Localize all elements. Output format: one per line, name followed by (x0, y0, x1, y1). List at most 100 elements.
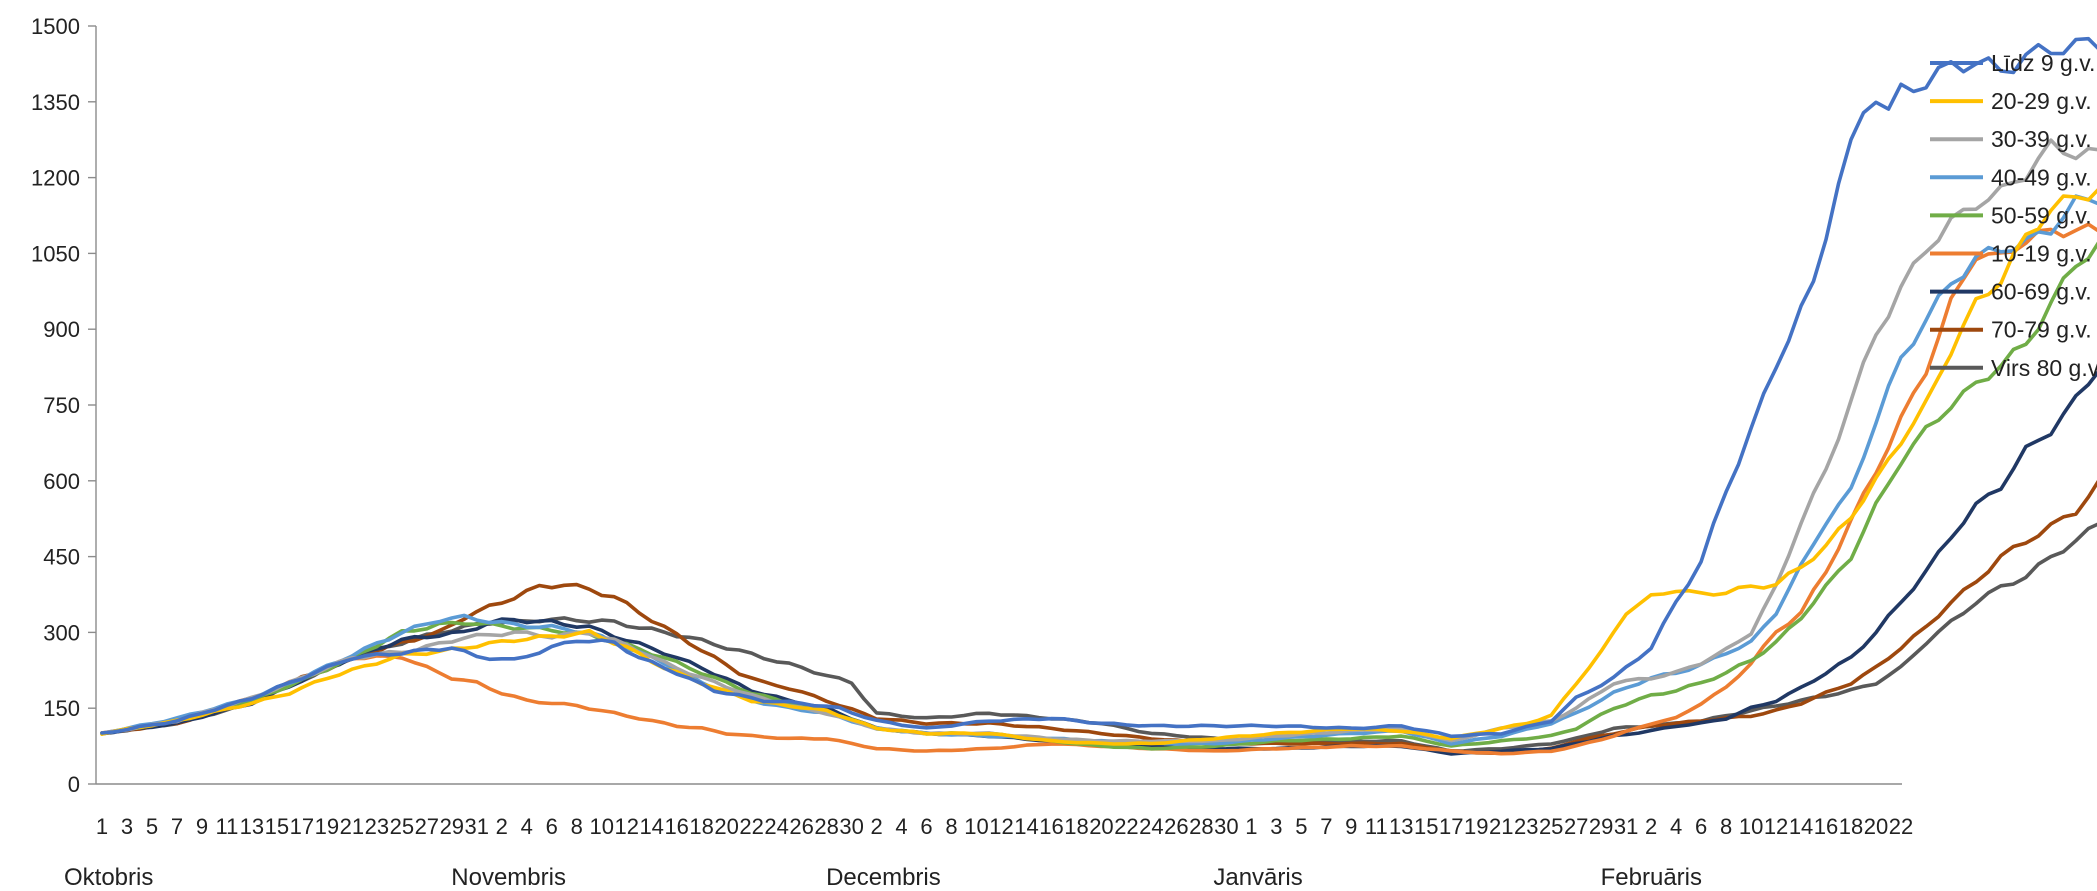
x-tick-label: 7 (171, 814, 183, 839)
x-tick-label: 2 (496, 814, 508, 839)
y-tick-label: 1200 (31, 166, 80, 191)
x-tick-label: 20 (1864, 814, 1888, 839)
x-tick-label: 14 (639, 814, 663, 839)
x-tick-label: 15 (1414, 814, 1438, 839)
legend-label: Virs 80 g.v. (1991, 355, 2097, 381)
y-tick-label: 1350 (31, 90, 80, 115)
x-tick-label: 10 (1739, 814, 1763, 839)
x-tick-label: 28 (1189, 814, 1213, 839)
x-tick-label: 31 (465, 814, 489, 839)
legend-label: 20-29 g.v. (1991, 88, 2092, 114)
x-tick-label: 29 (440, 814, 464, 839)
x-tick-label: 6 (1695, 814, 1707, 839)
series-line-0 (100, 36, 2097, 739)
month-label: Decembris (826, 864, 941, 891)
series-line-6 (100, 370, 2097, 756)
x-tick-label: 22 (1889, 814, 1913, 839)
x-tick-label: 1 (1245, 814, 1257, 839)
x-tick-label: 21 (1489, 814, 1513, 839)
x-tick-label: 12 (614, 814, 638, 839)
x-tick-label: 18 (689, 814, 713, 839)
x-tick-label: 17 (290, 814, 314, 839)
x-tick-label: 13 (1389, 814, 1413, 839)
x-tick-label: 14 (1014, 814, 1038, 839)
x-axis: 1 3 5 7 9 11 13 15 17 19 21 23 25 27 29 31 2 4 6 8 10 12 14 16 1… (64, 783, 1913, 891)
y-tick-label: 0 (68, 772, 80, 797)
x-tick-label: 16 (1814, 814, 1838, 839)
x-tick-label: 28 (814, 814, 838, 839)
x-tick-label: 12 (1764, 814, 1788, 839)
x-tick-label: 26 (789, 814, 813, 839)
month-label: Februāris (1601, 864, 1702, 891)
x-tick-label: 6 (920, 814, 932, 839)
series-line-5 (100, 222, 2097, 756)
x-tick-label: 13 (240, 814, 264, 839)
y-tick-label: 1050 (31, 241, 80, 266)
x-tick-label: 15 (265, 814, 289, 839)
series-layer (100, 36, 2097, 756)
x-tick-label: 7 (1320, 814, 1332, 839)
x-tick-label: 16 (1039, 814, 1063, 839)
month-label: Janvāris (1213, 864, 1302, 891)
x-tick-label: 22 (1114, 814, 1138, 839)
x-tick-label: 19 (1464, 814, 1488, 839)
x-tick-label: 31 (1614, 814, 1638, 839)
y-tick-label: 900 (43, 317, 80, 342)
series-line-2 (100, 138, 2097, 744)
x-tick-label: 6 (546, 814, 558, 839)
y-axis: 0 150 300 450 600 750 900 1050 1200 1350 1500 (31, 14, 97, 797)
legend: Līdz 9 g.v. 20-29 g.v. 30-39 g.v. 40-49 g.v… (1930, 50, 2097, 381)
y-tick-label: 150 (43, 696, 80, 721)
x-tick-label: 24 (1139, 814, 1163, 839)
legend-label: 40-49 g.v. (1991, 164, 2092, 190)
x-tick-label: 10 (589, 814, 613, 839)
x-tick-label: 2 (1645, 814, 1657, 839)
x-tick-label: 30 (839, 814, 863, 839)
x-tick-label: 1 (96, 814, 108, 839)
x-tick-label: 22 (739, 814, 763, 839)
x-tick-label: 8 (945, 814, 957, 839)
series-line-8 (100, 522, 2097, 753)
x-tick-label: 3 (1270, 814, 1282, 839)
x-tick-label: 11 (216, 814, 239, 839)
x-tick-label: 4 (521, 814, 533, 839)
y-tick-label: 750 (43, 393, 80, 418)
x-tick-label: 20 (714, 814, 738, 839)
month-label: Oktobris (64, 864, 153, 891)
legend-label: 50-59 g.v. (1991, 202, 2092, 228)
x-tick-label: 25 (1539, 814, 1563, 839)
legend-label: Līdz 9 g.v. (1991, 50, 2095, 76)
series-line-7 (100, 480, 2097, 756)
x-tick-label: 27 (1564, 814, 1588, 839)
x-tick-label: 8 (571, 814, 583, 839)
x-tick-label: 12 (989, 814, 1013, 839)
series-line-4 (100, 241, 2097, 751)
x-tick-label: 4 (1670, 814, 1682, 839)
y-tick-label: 600 (43, 469, 80, 494)
x-tick-label: 23 (1514, 814, 1538, 839)
x-tick-label: 5 (146, 814, 158, 839)
x-tick-label: 30 (1214, 814, 1238, 839)
x-tick-label: 21 (340, 814, 364, 839)
x-tick-label: 3 (121, 814, 133, 839)
legend-label: 10-19 g.v. (1991, 241, 2092, 267)
series-line-3 (100, 194, 2097, 746)
x-tick-label: 2 (870, 814, 882, 839)
x-tick-label: 24 (764, 814, 788, 839)
y-tick-label: 1500 (31, 14, 80, 39)
x-tick-label: 5 (1295, 814, 1307, 839)
x-tick-label: 9 (196, 814, 208, 839)
x-tick-label: 4 (895, 814, 907, 839)
x-tick-label: 16 (664, 814, 688, 839)
x-tick-label: 8 (1720, 814, 1732, 839)
y-tick-label: 450 (43, 545, 80, 570)
month-label: Novembris (451, 864, 566, 891)
x-tick-label: 19 (315, 814, 339, 839)
x-tick-label: 11 (1365, 814, 1388, 839)
x-tick-label: 20 (1089, 814, 1113, 839)
legend-label: 30-39 g.v. (1991, 126, 2092, 152)
x-tick-label: 10 (964, 814, 988, 839)
y-tick-label: 300 (43, 620, 80, 645)
